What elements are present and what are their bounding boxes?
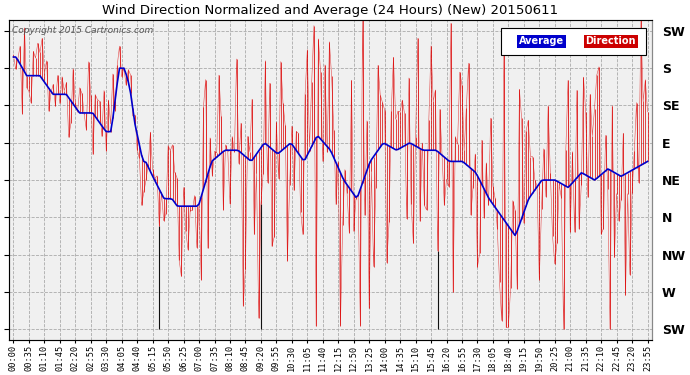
FancyBboxPatch shape — [501, 28, 646, 55]
Text: Direction: Direction — [586, 36, 636, 46]
Text: Average: Average — [519, 36, 564, 46]
Text: Copyright 2015 Cartronics.com: Copyright 2015 Cartronics.com — [12, 26, 153, 35]
Title: Wind Direction Normalized and Average (24 Hours) (New) 20150611: Wind Direction Normalized and Average (2… — [102, 4, 559, 17]
